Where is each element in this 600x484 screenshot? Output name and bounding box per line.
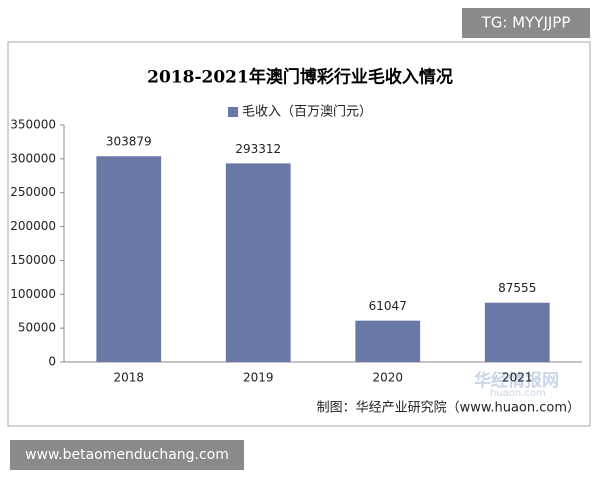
data-label: 61047: [369, 299, 407, 313]
logo-watermark: 华经情报网: [474, 370, 559, 391]
y-tick-label: 50000: [18, 321, 56, 335]
legend-label: 毛收入（百万澳门元）: [242, 104, 372, 120]
watermark-text: www.betaomenduchang.com: [25, 447, 229, 463]
y-tick-label: 350000: [10, 118, 56, 132]
watermark-box: [462, 8, 590, 38]
data-label: 293312: [235, 142, 281, 156]
y-tick-label: 250000: [10, 185, 56, 199]
x-tick-label: 2019: [243, 371, 274, 385]
bar: [484, 302, 550, 362]
legend-swatch: [228, 107, 238, 117]
y-tick-label: 100000: [10, 287, 56, 301]
x-tick-label: 2018: [113, 371, 144, 385]
logo-url-watermark: huaon.com: [490, 388, 546, 399]
data-label: 87555: [498, 281, 536, 295]
y-tick-label: 200000: [10, 219, 56, 233]
chart-title: 2018-2021年澳门博彩行业毛收入情况: [147, 67, 453, 88]
source-note: 制图：华经产业研究院（www.huaon.com）: [317, 401, 580, 416]
bar: [96, 156, 162, 362]
chart-frame: [7, 41, 591, 427]
watermark-box: [10, 440, 244, 470]
y-tick-label: 150000: [10, 253, 56, 267]
bar: [225, 163, 291, 362]
watermark-text: TG: MYYJJPP: [481, 14, 571, 32]
x-tick-label: 2021: [502, 371, 533, 385]
y-tick-label: 0: [48, 355, 56, 369]
y-tick-label: 300000: [10, 151, 56, 165]
bar: [355, 320, 421, 362]
data-label: 303879: [106, 135, 152, 149]
x-tick-label: 2020: [372, 371, 403, 385]
